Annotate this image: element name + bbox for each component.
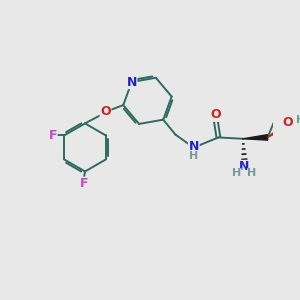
Text: H: H [189,151,199,161]
Text: H: H [232,169,241,178]
Text: F: F [49,129,57,142]
Text: F: F [80,177,88,190]
Text: O: O [100,105,111,119]
Polygon shape [268,123,288,137]
Text: N: N [239,160,250,173]
Text: N: N [127,76,137,88]
Text: H: H [296,116,300,125]
Text: H: H [248,169,256,178]
Polygon shape [243,135,268,140]
Text: O: O [283,116,293,129]
Text: N: N [189,140,199,154]
Text: O: O [210,108,221,121]
